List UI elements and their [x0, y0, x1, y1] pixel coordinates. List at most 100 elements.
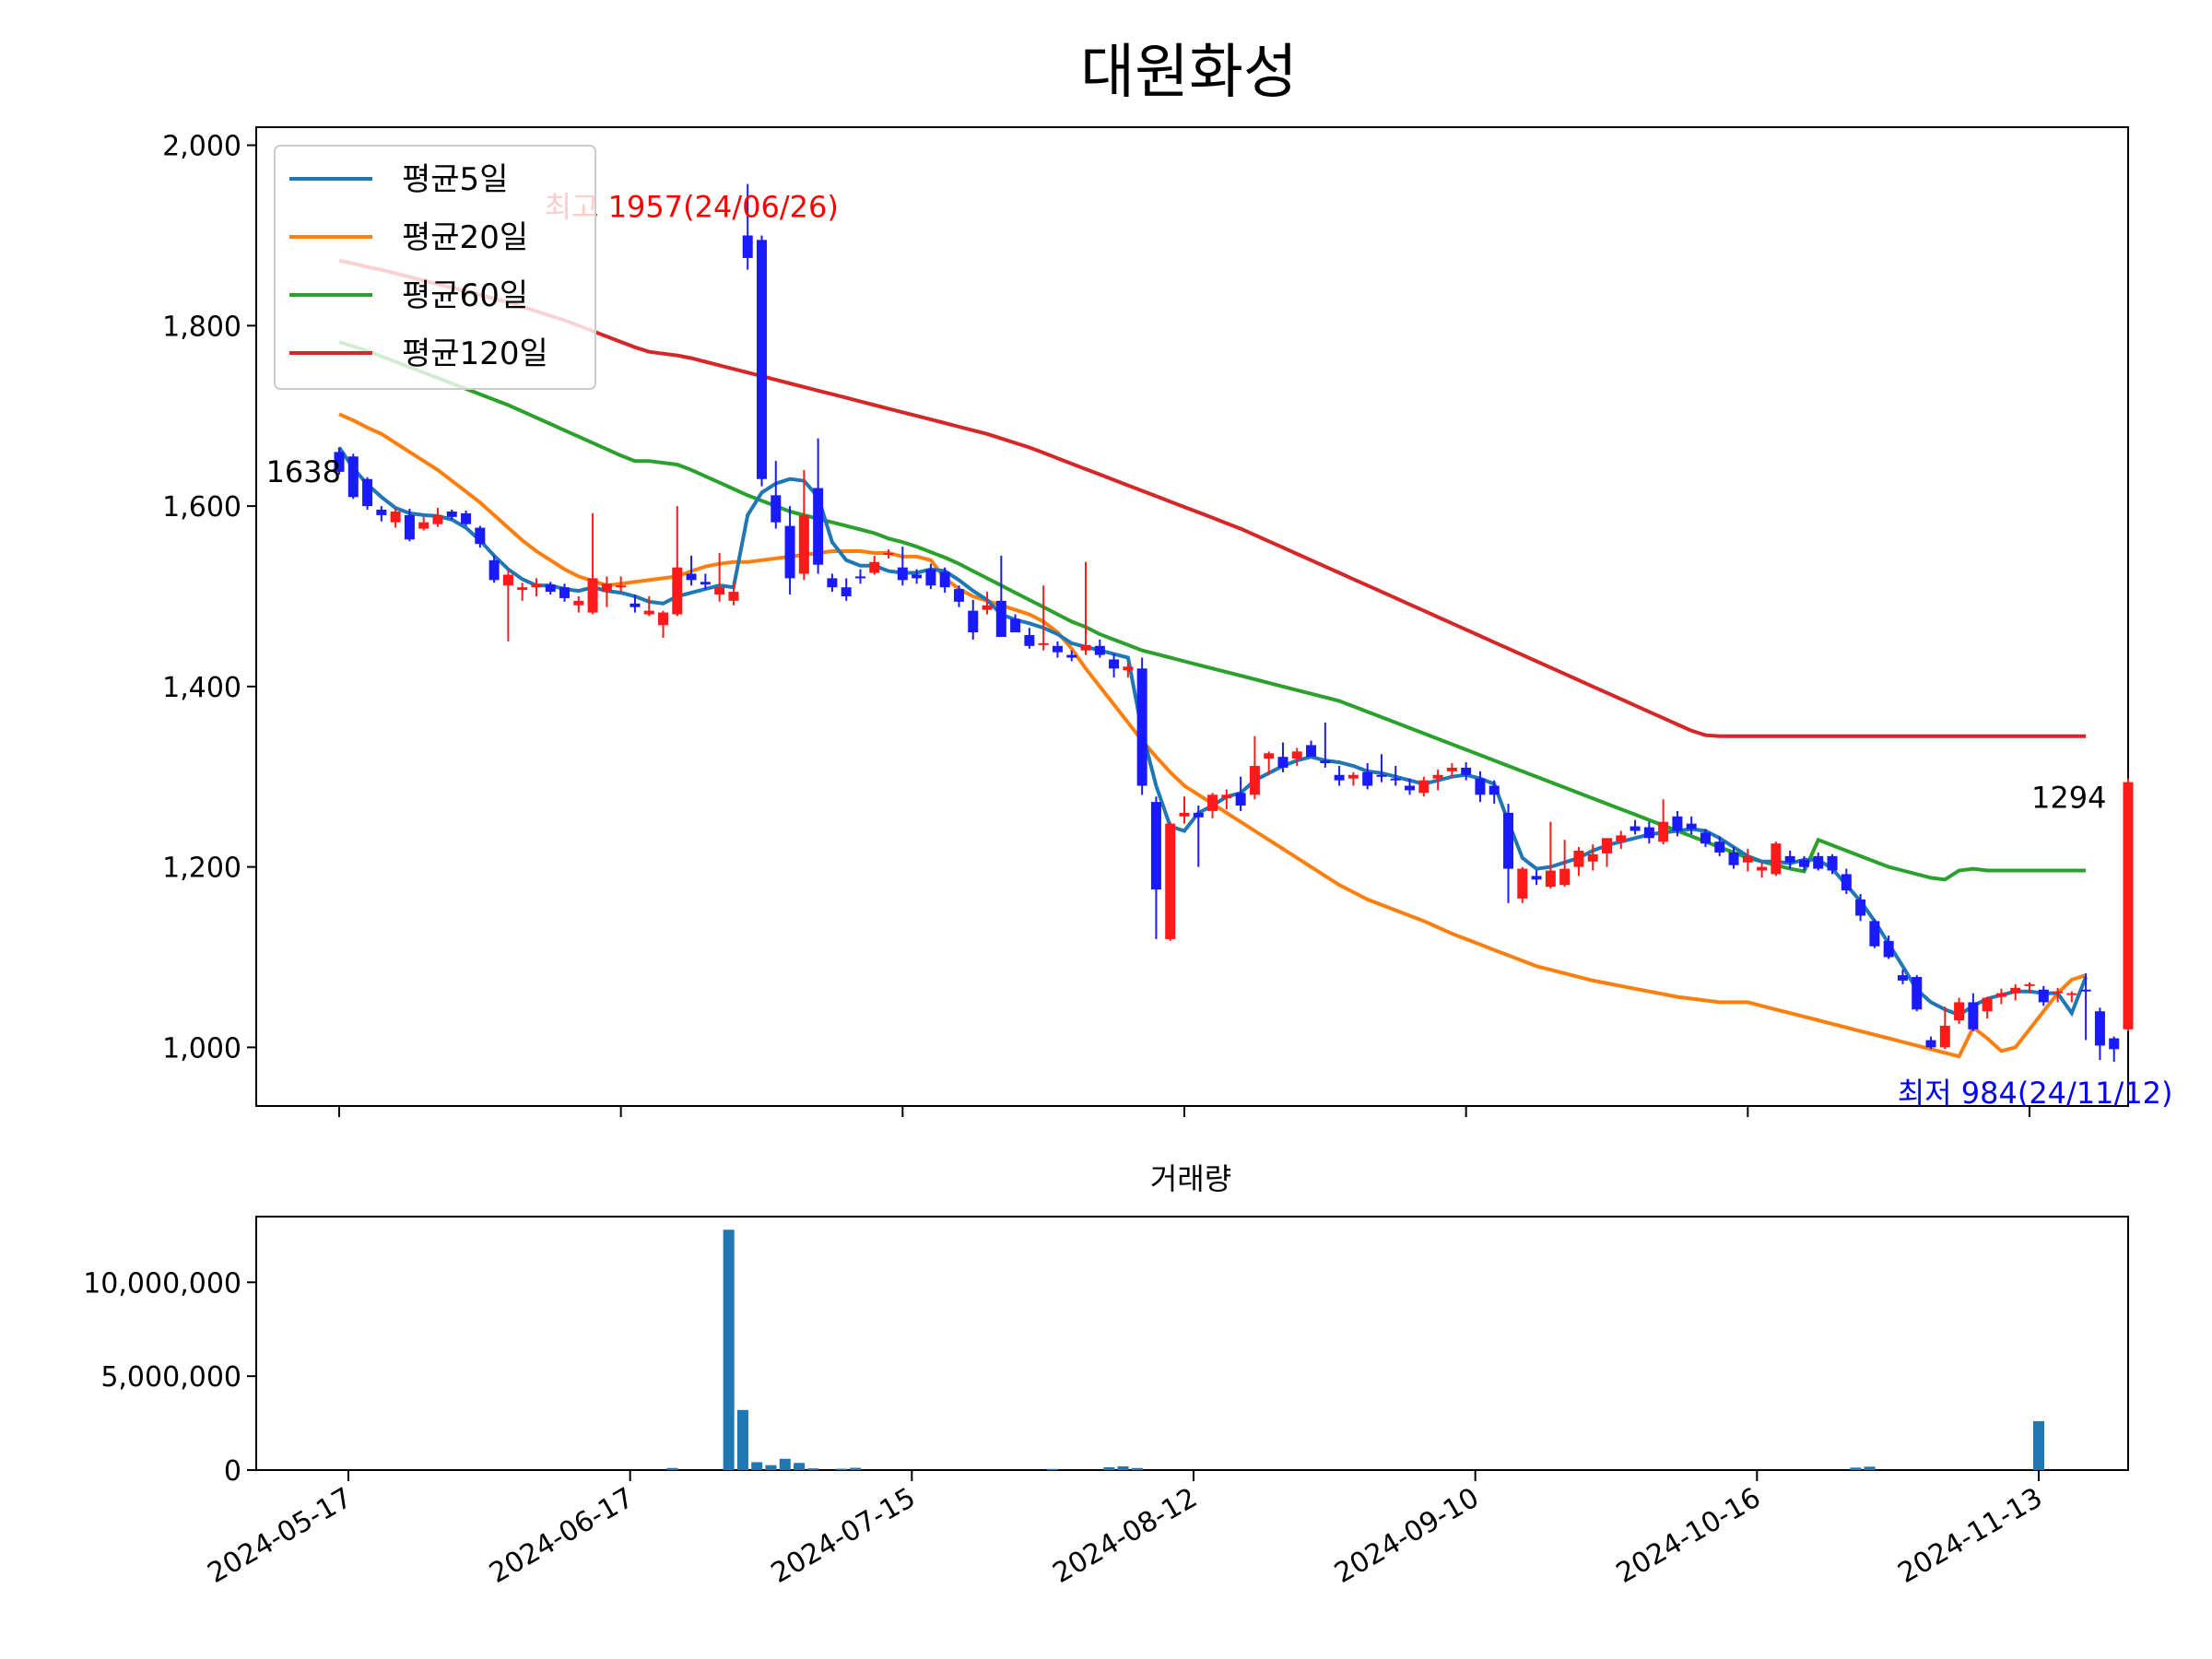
candle-body — [1221, 794, 1232, 799]
candle-body — [995, 600, 1006, 638]
candle-body — [2094, 1011, 2105, 1046]
candle — [1446, 763, 1457, 779]
y-tick-label: 1,000 — [162, 1032, 241, 1065]
candle-body — [1094, 645, 1105, 655]
candle-body — [1446, 767, 1457, 771]
candle — [1545, 821, 1556, 889]
candle-body — [1334, 774, 1345, 781]
x-tick-label: 2024-08-12 — [1048, 1482, 1203, 1590]
candle — [559, 583, 571, 602]
volume-bar — [1103, 1466, 1115, 1470]
legend-label: 평균5일 — [402, 161, 508, 198]
candle-body — [376, 510, 387, 515]
candle-body — [2038, 989, 2049, 1003]
candle — [1728, 847, 1739, 869]
candle — [1376, 754, 1387, 782]
volume-bars — [666, 1230, 2044, 1470]
candle-body — [629, 603, 641, 607]
candle — [587, 512, 598, 615]
volume-bar — [807, 1468, 819, 1470]
candle — [742, 183, 753, 270]
candle — [1306, 740, 1317, 758]
candle — [995, 555, 1006, 638]
candle-body — [1968, 1002, 1979, 1030]
volume-y-axis: 0 5,000,000 10,000,000 — [83, 1267, 256, 1488]
candle — [531, 578, 542, 596]
volume-bar — [1864, 1466, 1876, 1470]
volume-bar — [736, 1409, 748, 1470]
candle — [446, 510, 457, 520]
candle-body — [1757, 866, 1768, 871]
candle-body — [1277, 757, 1288, 768]
candle-body — [1573, 850, 1584, 867]
candle — [700, 573, 711, 590]
candle — [1334, 765, 1345, 786]
candle-body — [1136, 668, 1147, 786]
last-price-label: 1294 — [2031, 781, 2106, 816]
candle — [517, 582, 528, 601]
candle — [1264, 751, 1275, 775]
candle — [1052, 641, 1063, 658]
candle-body — [1616, 835, 1627, 842]
candle — [686, 555, 697, 586]
candle — [883, 549, 894, 559]
candle — [1982, 996, 1993, 1019]
candle-body — [573, 600, 584, 606]
candlesticks — [334, 183, 2134, 1063]
candle-body — [968, 610, 979, 633]
candle — [841, 578, 852, 601]
candle-body — [1109, 659, 1120, 669]
candle-body — [1742, 855, 1753, 863]
candle — [1320, 723, 1331, 768]
candle-body — [531, 583, 542, 588]
candle — [502, 569, 513, 641]
volume-title: 거래량 — [1150, 1161, 1231, 1196]
candle — [1841, 868, 1852, 894]
candle-body — [461, 512, 472, 524]
legend-label: 평균20일 — [402, 219, 528, 256]
candle-body — [912, 574, 923, 579]
candle-body — [757, 240, 767, 479]
candle-body — [1643, 827, 1654, 839]
candle-body — [1784, 855, 1795, 863]
candle — [1686, 816, 1697, 835]
candle-body — [1390, 778, 1401, 781]
candle-body — [1954, 1002, 1965, 1021]
candle — [1405, 778, 1416, 795]
first-price-label: 1638 — [266, 454, 341, 489]
candle-body — [883, 552, 894, 555]
volume-bar — [1117, 1465, 1129, 1470]
candle — [390, 508, 401, 528]
candle — [362, 477, 373, 511]
candle-body — [1475, 778, 1486, 795]
candle-body — [1306, 745, 1317, 758]
candle-body — [1291, 751, 1302, 759]
candle-body — [559, 587, 571, 598]
candle — [334, 447, 345, 475]
candle-body — [2010, 987, 2021, 994]
price-x-axis — [338, 1106, 2030, 1117]
ma120-line — [338, 258, 2087, 738]
chart-title: 대원화성 — [1080, 39, 1298, 107]
candle — [2024, 982, 2035, 994]
candle — [1672, 810, 1683, 837]
candle — [1024, 628, 1035, 649]
candle — [1249, 735, 1260, 800]
candle-body — [939, 571, 950, 588]
candle — [1757, 862, 1768, 878]
candle — [728, 582, 739, 606]
candle — [1390, 765, 1401, 786]
candle — [1827, 853, 1838, 875]
candle — [1193, 806, 1204, 867]
candle-body — [1700, 832, 1711, 844]
volume-bar — [723, 1230, 735, 1470]
candle — [601, 576, 612, 607]
candle — [912, 569, 923, 584]
candle — [1207, 793, 1218, 818]
volume-bar — [765, 1465, 777, 1470]
candle — [1503, 804, 1514, 903]
candle-body — [2066, 993, 2077, 995]
candle-body — [1531, 876, 1542, 880]
